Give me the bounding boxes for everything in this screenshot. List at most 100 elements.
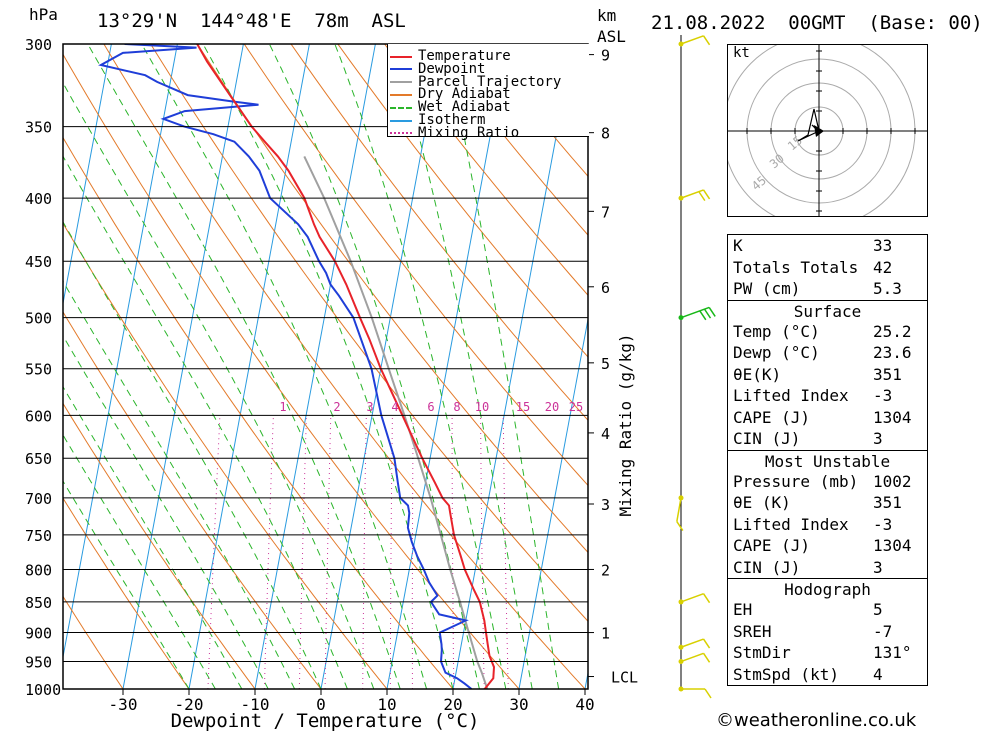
mu-index-label: θE (K) bbox=[733, 493, 791, 512]
legend-swatch bbox=[390, 68, 412, 71]
hodograph-title: Hodograph bbox=[784, 580, 871, 599]
mixing-ratio-value-label: 10 bbox=[475, 400, 489, 414]
general-index-value: 5.3 bbox=[873, 279, 902, 298]
datetime-title: 21.08.2022 00GMT (Base: 00) bbox=[651, 12, 983, 34]
mixing-ratio-value-label: 6 bbox=[427, 400, 434, 414]
legend-swatch bbox=[390, 106, 412, 109]
hodograph-ring-label: 45 bbox=[749, 173, 769, 193]
isotherm-line bbox=[63, 44, 112, 307]
surface-index-label: CIN (J) bbox=[733, 429, 801, 448]
dry-adiabat-line bbox=[431, 44, 588, 236]
legend-swatch bbox=[390, 119, 412, 122]
hodograph-ring-label: 30 bbox=[767, 151, 787, 171]
hodo-index-label: StmSpd (kt) bbox=[733, 664, 839, 684]
pressure-tick-label: 700 bbox=[25, 490, 52, 508]
km-tick-label: 1 bbox=[601, 625, 610, 643]
wind-barb-flag bbox=[703, 308, 712, 319]
hodograph-unit-label: kt bbox=[733, 45, 750, 61]
mu-index-label: CAPE (J) bbox=[733, 536, 811, 555]
temperature-line bbox=[196, 44, 496, 689]
legend-swatch bbox=[390, 93, 412, 96]
temp-tick-label: -30 bbox=[109, 695, 138, 714]
mixing-ratio-value-label: 3 bbox=[366, 400, 373, 414]
hodograph-trace bbox=[797, 108, 821, 142]
general-index-row: PW (cm) 5.3 bbox=[728, 278, 927, 300]
credit-link[interactable]: ©weatheronline.co.uk bbox=[716, 710, 917, 731]
mu-index-row: Pressure (mb) 1002 bbox=[728, 471, 927, 493]
dry-adiabat-line bbox=[384, 44, 588, 296]
surface-index-label: Lifted Index bbox=[733, 386, 849, 405]
legend-label: Dewpoint bbox=[418, 60, 486, 77]
mu-index-value: 1002 bbox=[873, 471, 912, 491]
legend-label: Wet Adiabat bbox=[418, 99, 511, 116]
pressure-unit-label: hPa bbox=[29, 5, 58, 24]
mu-index-value: 351 bbox=[873, 493, 902, 512]
isotherm-line bbox=[452, 44, 574, 689]
wind-barb bbox=[680, 652, 704, 663]
pressure-tick-label: 650 bbox=[25, 450, 52, 468]
hodograph-ring-label: 15 bbox=[785, 133, 805, 153]
isotherm-line bbox=[518, 316, 588, 689]
wet-adiabat-line bbox=[63, 280, 296, 689]
legend-item: Parcel Trajectory bbox=[390, 72, 561, 89]
wind-barb-flag bbox=[704, 688, 712, 699]
wind-barb-flag bbox=[702, 35, 711, 46]
hodograph-section: Hodograph EH 5 SREH -7 StmDir 131° StmSpd (kt)… bbox=[728, 579, 927, 686]
wind-barb bbox=[680, 35, 704, 45]
mixing-ratio-value-label: 25 bbox=[569, 400, 583, 414]
pressure-tick-label: 400 bbox=[25, 190, 52, 208]
pressure-tick-label: 850 bbox=[25, 594, 52, 612]
mixing-ratio-value-label: 4 bbox=[391, 400, 398, 414]
surface-index-row: Dewp (°C) 23.6 bbox=[728, 342, 927, 364]
legend-swatch bbox=[390, 132, 412, 135]
general-index-value: 33 bbox=[873, 236, 893, 255]
dry-adiabat-line bbox=[337, 44, 588, 358]
legend-box: Temperature Dewpoint Parcel Trajectory Dry … bbox=[387, 44, 589, 140]
surface-index-value: -3 bbox=[873, 386, 893, 405]
wind-barb-flag bbox=[702, 638, 711, 649]
km-tick-label: 7 bbox=[601, 203, 610, 221]
isotherm-line bbox=[122, 44, 244, 689]
hodo-index-value: 131° bbox=[873, 643, 912, 662]
surface-index-value: 23.6 bbox=[873, 343, 912, 362]
surface-index-row: CAPE (J) 1304 bbox=[728, 407, 927, 429]
km-tick-label: 5 bbox=[601, 355, 610, 373]
dewpoint-line bbox=[98, 44, 473, 689]
dry-adiabat-line bbox=[63, 497, 190, 689]
general-index-value: 42 bbox=[873, 257, 893, 277]
mu-index-value: 3 bbox=[873, 557, 883, 577]
legend-item: Temperature bbox=[390, 46, 511, 63]
wind-barb bbox=[680, 306, 710, 319]
legend-item: Dewpoint bbox=[390, 59, 485, 76]
mixing-ratio-value-label: 2 bbox=[333, 400, 340, 414]
wind-barb bbox=[680, 189, 704, 199]
mixing-ratio-axis-label: Mixing Ratio (g/kg) bbox=[616, 333, 635, 516]
dry-adiabat-line bbox=[290, 44, 588, 422]
temp-tick-label: 30 bbox=[509, 695, 528, 714]
indices-general: K 33 Totals Totals 42 PW (cm) 5.3 bbox=[728, 235, 927, 301]
pressure-tick-label: 900 bbox=[25, 625, 52, 643]
mu-index-value: 1304 bbox=[873, 536, 912, 555]
surface-index-label: Dewp (°C) bbox=[733, 343, 820, 362]
km-tick-label: 8 bbox=[601, 125, 610, 143]
pressure-tick-label: 600 bbox=[25, 407, 52, 425]
surface-section: Surface Temp (°C) 25.2 Dewp (°C) 23.6 θE(K) 3… bbox=[728, 301, 927, 451]
wind-barb bbox=[680, 638, 704, 648]
pressure-tick-label: 300 bbox=[25, 36, 52, 54]
legend-label: Mixing Ratio bbox=[418, 124, 520, 141]
wind-barb-flag bbox=[699, 310, 707, 321]
wind-barb-flag bbox=[702, 189, 711, 200]
surface-index-value: 25.2 bbox=[873, 321, 912, 341]
surface-index-label: θE(K) bbox=[733, 364, 782, 384]
isotherm-line bbox=[254, 44, 376, 689]
wind-barb-flag bbox=[676, 521, 684, 531]
plot-frame bbox=[62, 43, 589, 690]
wind-barb-flag bbox=[698, 191, 706, 202]
surface-index-value: 351 bbox=[873, 364, 902, 384]
mixing-ratio-value-label: 1 bbox=[279, 400, 286, 414]
general-index-row: K 33 bbox=[728, 235, 927, 257]
wind-barb-flag bbox=[702, 593, 711, 604]
surface-index-label: CAPE (J) bbox=[733, 407, 811, 427]
